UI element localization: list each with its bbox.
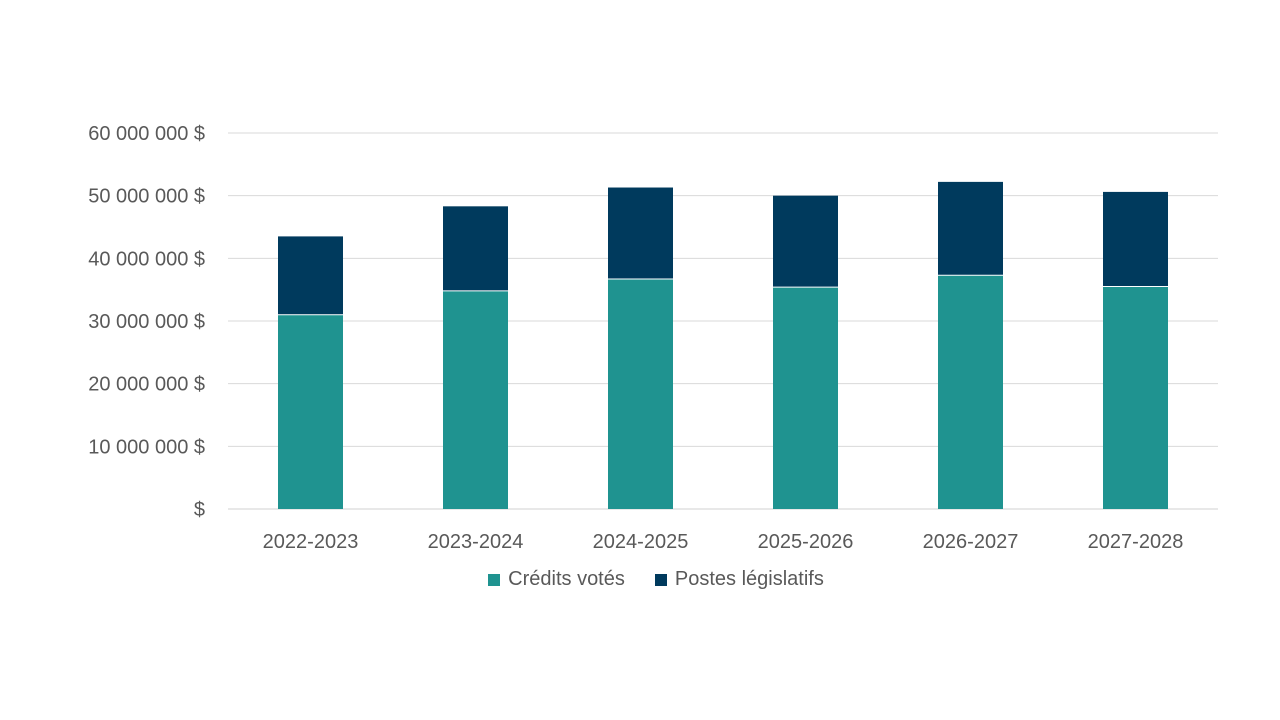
y-tick-label: 50 000 000 $ <box>88 186 205 208</box>
y-axis-tick-labels: $10 000 000 $ 20 000 000 $ 30 000 000 $ 40 … <box>88 123 205 521</box>
bar-credits-votes <box>773 287 838 509</box>
bar-postes-legislatifs <box>608 187 673 280</box>
bar-postes-legislatifs <box>278 236 343 315</box>
y-tick-label: 60 000 000 $ <box>88 123 205 145</box>
bars <box>278 181 1168 509</box>
bar-credits-votes <box>1103 286 1168 509</box>
x-category-label: 2022-2023 <box>263 531 359 553</box>
bar-postes-legislatifs <box>938 181 1003 276</box>
bar-credits-votes <box>443 290 508 509</box>
y-tick-label: 20 000 000 $ <box>88 374 205 396</box>
legend-label-postes-legislatifs: Postes législatifs <box>674 568 824 590</box>
legend: Crédits votés Postes législatifs <box>0 568 1280 591</box>
x-category-label: 2024-2025 <box>593 531 689 553</box>
bar-postes-legislatifs <box>773 195 838 288</box>
x-category-label: 2023-2024 <box>428 531 524 553</box>
bar-postes-legislatifs <box>443 206 508 291</box>
y-tick-label: 30 000 000 $ <box>88 311 205 333</box>
x-category-label: 2025-2026 <box>758 531 854 553</box>
legend-swatch-postes-legislatifs <box>654 573 667 586</box>
bar-postes-legislatifs <box>1103 191 1168 287</box>
bar-credits-votes <box>608 279 673 509</box>
bar-credits-votes <box>278 314 343 509</box>
legend-label-credits-votes: Crédits votés <box>508 568 625 590</box>
y-tick-label: $ <box>194 499 205 521</box>
gridlines <box>228 132 1218 510</box>
y-tick-label: 40 000 000 $ <box>88 248 205 270</box>
legend-item-credits-votes: Crédits votés <box>488 568 625 591</box>
y-tick-label: 10 000 000 $ <box>88 436 205 458</box>
bar-credits-votes <box>938 275 1003 509</box>
legend-swatch-credits-votes <box>488 573 501 586</box>
x-category-label: 2027-2028 <box>1088 531 1184 553</box>
x-category-label: 2026-2027 <box>923 531 1019 553</box>
legend-item-postes-legislatifs: Postes législatifs <box>654 568 824 591</box>
x-axis-category-labels: 2022-2023 2023-2024 2024-2025 2025-2026 2026… <box>263 531 1184 553</box>
